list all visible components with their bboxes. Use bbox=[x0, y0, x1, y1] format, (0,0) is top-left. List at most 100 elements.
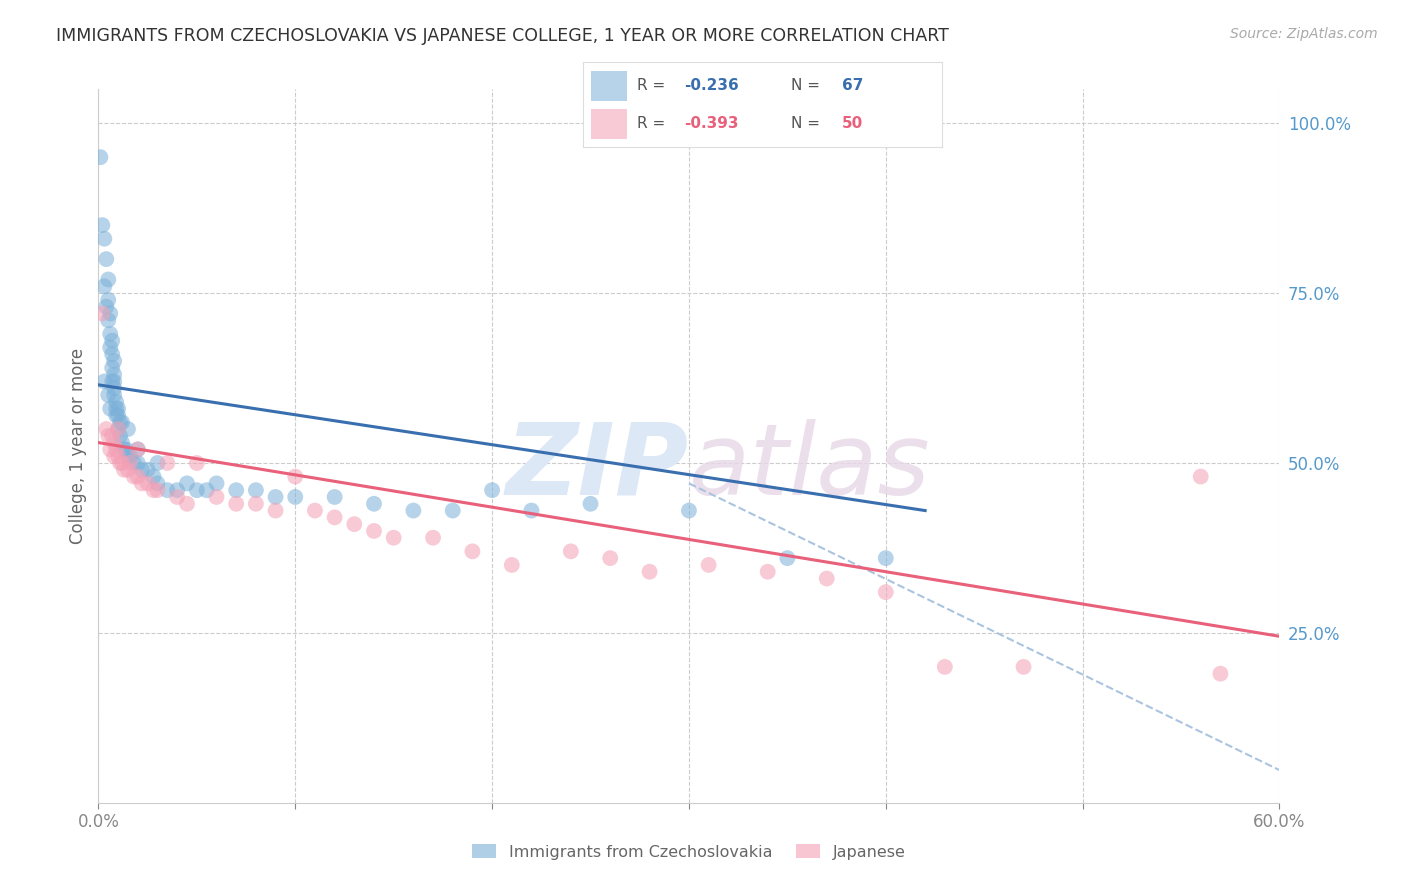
Point bbox=[96, 422, 118, 436]
Point bbox=[176, 476, 198, 491]
Point bbox=[776, 551, 799, 566]
Point bbox=[461, 544, 484, 558]
Point bbox=[101, 334, 124, 348]
Point bbox=[875, 551, 897, 566]
Point bbox=[579, 497, 602, 511]
Point bbox=[363, 497, 385, 511]
Point bbox=[103, 375, 125, 389]
Point bbox=[560, 544, 582, 558]
Point bbox=[101, 347, 124, 361]
Point bbox=[520, 503, 543, 517]
Point bbox=[166, 490, 188, 504]
Point bbox=[96, 300, 118, 314]
Point bbox=[97, 272, 120, 286]
Point bbox=[101, 360, 124, 375]
Point bbox=[101, 429, 124, 443]
Point bbox=[441, 503, 464, 517]
Point bbox=[97, 388, 120, 402]
Point bbox=[115, 442, 138, 457]
Point bbox=[127, 442, 149, 457]
Point bbox=[186, 483, 208, 498]
Point bbox=[323, 490, 346, 504]
Point bbox=[284, 490, 307, 504]
Point bbox=[146, 483, 169, 498]
Point bbox=[264, 490, 287, 504]
Point bbox=[98, 341, 121, 355]
Point bbox=[91, 218, 114, 232]
Point bbox=[156, 483, 179, 498]
Point bbox=[112, 442, 135, 457]
Point bbox=[343, 517, 366, 532]
Point bbox=[96, 252, 118, 266]
Point bbox=[136, 463, 159, 477]
Point bbox=[815, 572, 838, 586]
Text: -0.236: -0.236 bbox=[683, 78, 738, 93]
Point bbox=[205, 476, 228, 491]
Point bbox=[142, 483, 165, 498]
Point bbox=[103, 368, 125, 382]
Point bbox=[122, 469, 145, 483]
Text: 50: 50 bbox=[842, 116, 863, 131]
Point bbox=[127, 456, 149, 470]
Point bbox=[105, 401, 128, 416]
Point bbox=[481, 483, 503, 498]
Point bbox=[875, 585, 897, 599]
Point bbox=[105, 394, 128, 409]
Point bbox=[678, 503, 700, 517]
Point bbox=[107, 409, 129, 423]
Point bbox=[98, 326, 121, 341]
Point bbox=[1209, 666, 1232, 681]
Point bbox=[107, 401, 129, 416]
Point bbox=[166, 483, 188, 498]
Point bbox=[131, 476, 153, 491]
Point bbox=[697, 558, 720, 572]
Point bbox=[103, 435, 125, 450]
Point bbox=[363, 524, 385, 538]
Point bbox=[402, 503, 425, 517]
Point bbox=[131, 463, 153, 477]
Point bbox=[103, 381, 125, 395]
Point bbox=[118, 456, 141, 470]
Text: ZIP: ZIP bbox=[506, 419, 689, 516]
Point bbox=[108, 456, 131, 470]
Point bbox=[103, 449, 125, 463]
Point bbox=[111, 456, 134, 470]
Text: 67: 67 bbox=[842, 78, 863, 93]
Point bbox=[122, 456, 145, 470]
Text: N =: N = bbox=[792, 116, 825, 131]
Point bbox=[107, 422, 129, 436]
Point bbox=[93, 232, 115, 246]
Point bbox=[245, 497, 267, 511]
Point bbox=[638, 565, 661, 579]
Point bbox=[118, 449, 141, 463]
Point bbox=[98, 401, 121, 416]
Point bbox=[127, 442, 149, 457]
Point bbox=[186, 456, 208, 470]
Text: R =: R = bbox=[637, 78, 671, 93]
Point bbox=[501, 558, 523, 572]
Point bbox=[105, 442, 128, 457]
Point bbox=[101, 375, 124, 389]
Point bbox=[98, 442, 121, 457]
Y-axis label: College, 1 year or more: College, 1 year or more bbox=[69, 348, 87, 544]
Point bbox=[195, 483, 218, 498]
Point bbox=[91, 306, 114, 320]
Point bbox=[127, 469, 149, 483]
FancyBboxPatch shape bbox=[591, 71, 627, 101]
Point bbox=[89, 150, 111, 164]
Point bbox=[112, 463, 135, 477]
Point bbox=[323, 510, 346, 524]
Point bbox=[934, 660, 956, 674]
Text: Source: ZipAtlas.com: Source: ZipAtlas.com bbox=[1230, 27, 1378, 41]
Point bbox=[117, 463, 139, 477]
Point bbox=[107, 422, 129, 436]
Text: IMMIGRANTS FROM CZECHOSLOVAKIA VS JAPANESE COLLEGE, 1 YEAR OR MORE CORRELATION C: IMMIGRANTS FROM CZECHOSLOVAKIA VS JAPANE… bbox=[56, 27, 949, 45]
Text: atlas: atlas bbox=[689, 419, 931, 516]
Point bbox=[98, 306, 121, 320]
Point bbox=[264, 503, 287, 517]
Point bbox=[382, 531, 405, 545]
Legend: Immigrants from Czechoslovakia, Japanese: Immigrants from Czechoslovakia, Japanese bbox=[465, 838, 912, 866]
Point bbox=[146, 456, 169, 470]
Point bbox=[97, 429, 120, 443]
Point bbox=[1012, 660, 1035, 674]
